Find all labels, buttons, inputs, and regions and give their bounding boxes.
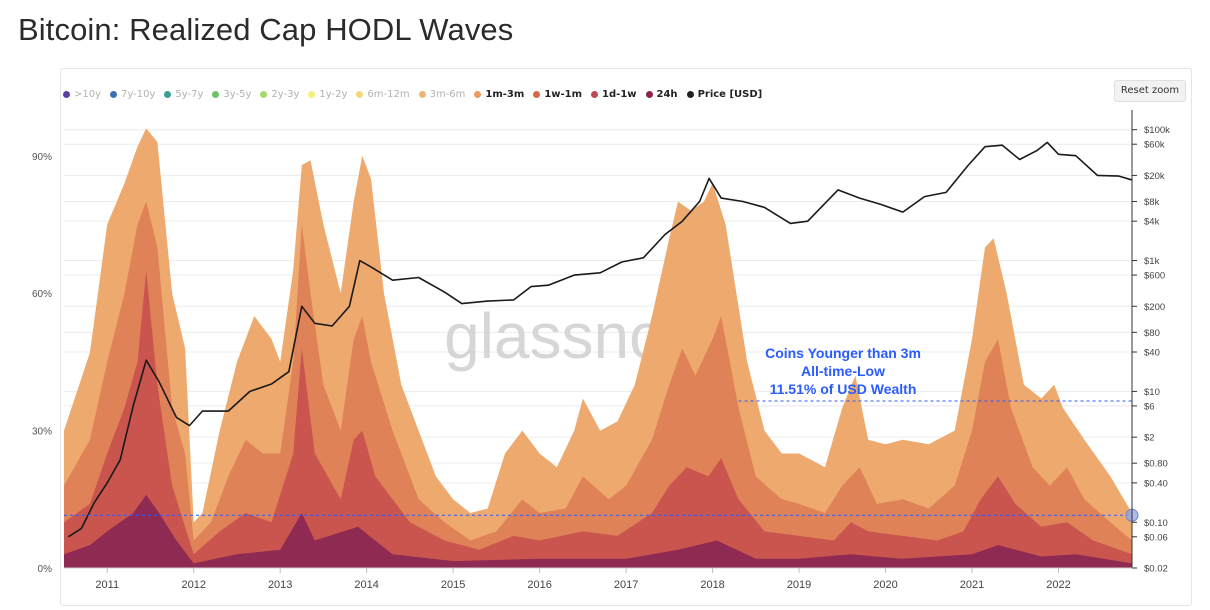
right-tick-label: $8k [1144,197,1160,208]
right-tick-label: $600 [1144,271,1165,282]
left-tick-label: 60% [32,289,52,300]
right-tick-label: $60k [1144,140,1165,151]
area-series-24h [64,494,1132,568]
legend-dot-icon [418,90,426,98]
x-tick-label: 2013 [268,579,292,591]
right-tick-label: $1k [1144,256,1160,267]
area-series-1w-1m [64,201,1132,568]
legend-label: 24h [656,88,678,100]
right-tick-label: $10 [1144,387,1160,398]
right-tick-label: $4k [1144,217,1160,228]
x-tick-label: 2018 [700,579,724,591]
x-tick-label: 2017 [614,579,638,591]
x-tick-label: 2016 [527,579,551,591]
reset-zoom-button[interactable]: Reset zoom [1114,80,1186,102]
legend-label: 1m-3m [485,88,525,100]
annotation-text: Coins Younger than 3m [765,345,921,361]
price-line [67,141,1132,538]
right-tick-label: $20k [1144,171,1165,182]
legend-dot-icon [356,90,364,98]
right-tick-label: $2 [1144,433,1155,444]
right-tick-label: $0.80 [1144,459,1168,470]
right-tick-label: $0.10 [1144,518,1168,529]
x-tick-label: 2011 [95,579,119,591]
legend-item[interactable]: >10y [63,89,101,100]
axes: 2011 2012 2013 2014 2015 2016 2017 2018 2019 2020… [32,110,1170,591]
legend-item[interactable]: 1d-1w [591,88,637,100]
x-tick-label: 2021 [960,579,984,591]
x-tick-label: 2019 [787,579,811,591]
x-tick-label: 2022 [1046,579,1070,591]
x-tick-label: 2012 [181,579,205,591]
legend-dot-icon [164,90,172,98]
right-tick-label: $200 [1144,302,1165,313]
legend-item[interactable]: 5y-7y [164,89,203,100]
legend-dot-icon [645,90,653,98]
legend-dot-icon [110,90,118,98]
page-title: Bitcoin: Realized Cap HODL Waves [18,12,514,47]
price-series [67,141,1132,538]
annotation-text: 11.51% of USD Wealth [770,381,917,397]
right-tick-label: $100k [1144,125,1170,136]
legend-item[interactable]: 24h [645,88,678,100]
legend-item[interactable]: 6m-12m [356,88,410,100]
x-tick-label: 2020 [873,579,897,591]
legend-dot-icon [686,90,694,98]
right-tick-label: $6 [1144,401,1155,412]
legend-label: 1y-2y [319,88,348,100]
legend-item[interactable]: 7y-10y [110,89,155,100]
legend-label: Price [USD] [697,88,763,100]
legend-dot-icon [63,90,70,98]
legend-item[interactable]: 3y-5y [212,89,251,100]
legend-dot-icon [260,90,268,98]
legend-item[interactable]: 1w-1m [533,89,582,100]
legend-label: 1w-1m [544,88,583,100]
legend-dot-icon [474,90,482,98]
right-tick-label: $0.06 [1144,532,1168,543]
right-tick-label: $40 [1144,348,1160,359]
x-tick-label: 2015 [441,579,465,591]
legend-dot-icon [212,90,220,98]
stacked-areas [64,128,1132,568]
legend-item[interactable]: 2y-3y [260,89,299,100]
right-tick-label: $0.02 [1144,564,1168,575]
legend-label: 7y-10y [121,88,156,100]
right-tick-label: $80 [1144,328,1160,339]
legend-label: >10y [74,88,102,100]
legend-label: 2y-3y [271,88,300,100]
area-series-1d-1w [64,270,1132,568]
legend-label: 3y-5y [223,88,252,100]
legend-item[interactable]: Price [USD] [686,88,763,100]
left-tick-label: 0% [38,564,53,575]
legend-label: 6m-12m [367,88,410,100]
chart-frame [60,68,1192,606]
legend-dot-icon [308,90,316,98]
left-tick-label: 30% [32,427,52,438]
legend-label: 5y-7y [175,88,204,100]
legend-dot-icon [533,90,541,98]
right-tick-label: $0.40 [1144,478,1168,489]
annotation-text: All-time-Low [801,363,885,379]
legend-label: 3m-6m [429,88,466,100]
legend-label: 1d-1w [602,88,637,100]
left-tick-label: 90% [32,152,52,163]
legend-item[interactable]: 3m-6m [418,88,466,100]
legend-dot-icon [591,90,599,98]
chart-legend: >10y 7y-10y 5y-7y 3y-5y 2y-3y 1y-2y 6m-12m 3m-6… [63,87,771,101]
legend-item[interactable]: 1m-3m [474,89,524,100]
x-tick-label: 2014 [354,579,378,591]
legend-item[interactable]: 1y-2y [308,89,347,100]
